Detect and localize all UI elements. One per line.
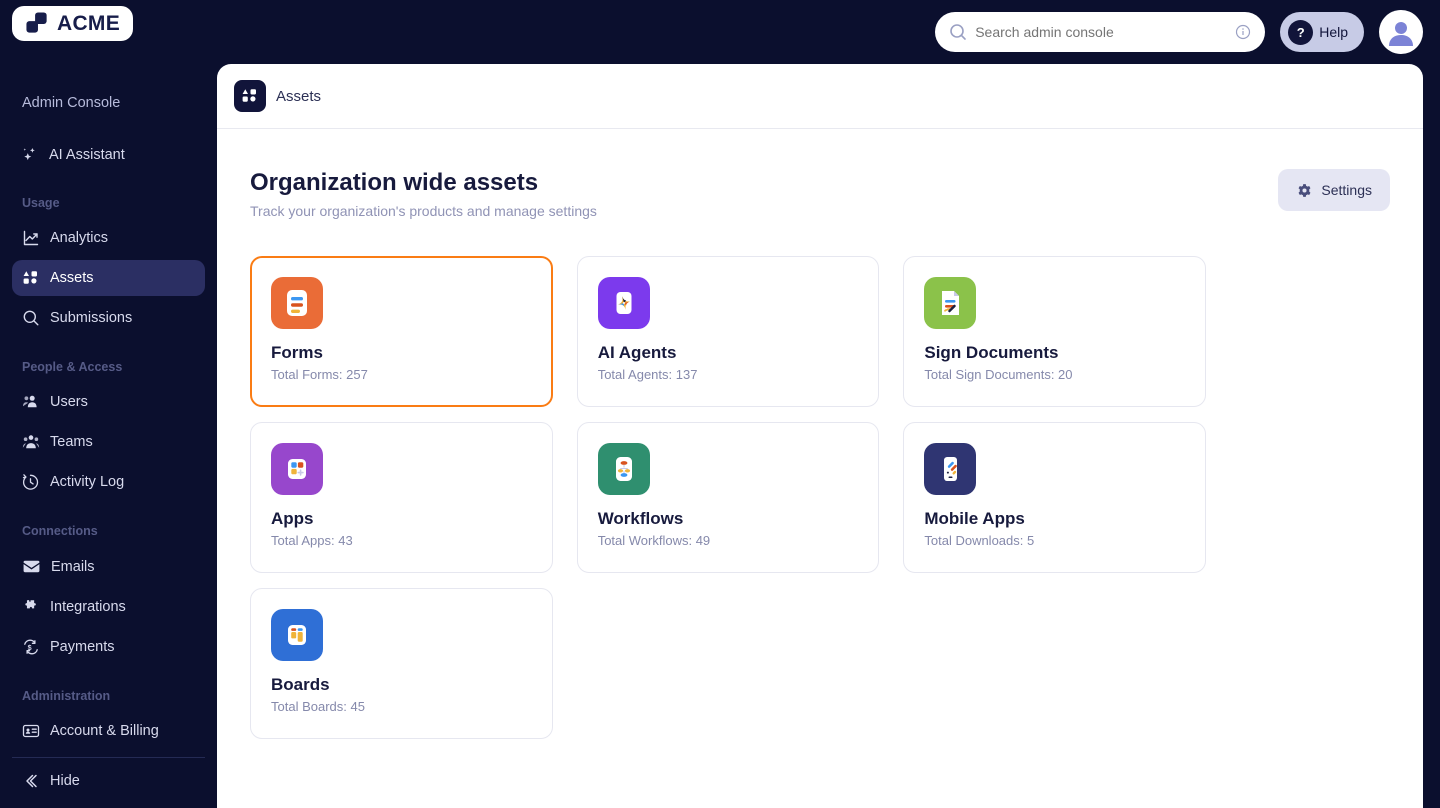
- svg-text:$: $: [28, 643, 32, 652]
